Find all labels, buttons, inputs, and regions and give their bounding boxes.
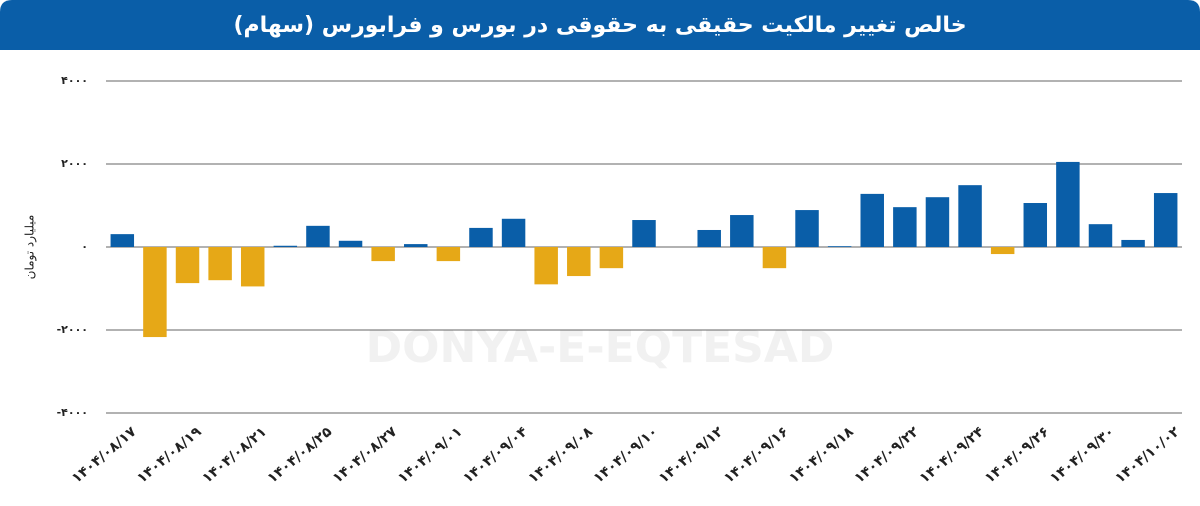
bar bbox=[436, 247, 461, 262]
bar bbox=[567, 247, 591, 277]
bar bbox=[762, 247, 787, 269]
bar bbox=[273, 245, 298, 247]
bar bbox=[175, 247, 200, 284]
bar bbox=[404, 244, 428, 247]
bar bbox=[599, 247, 624, 269]
bar bbox=[338, 240, 363, 247]
bar bbox=[1121, 239, 1145, 247]
bar bbox=[306, 225, 330, 247]
bar bbox=[827, 246, 852, 247]
chart-title: خالص تغییر مالکیت حقیقی به حقوقی در بورس… bbox=[233, 13, 966, 38]
bar bbox=[371, 247, 395, 262]
bar bbox=[958, 185, 982, 247]
y-tick-label: -۴۰۰۰ bbox=[57, 406, 88, 419]
bar bbox=[1088, 224, 1113, 247]
bar bbox=[501, 218, 526, 247]
bar bbox=[110, 234, 135, 247]
y-axis-label: میلیارد تومان bbox=[23, 215, 38, 280]
bar bbox=[632, 220, 656, 247]
bar bbox=[143, 247, 167, 338]
watermark: DONYA-E-EQTESAD bbox=[366, 322, 835, 373]
bar bbox=[534, 247, 558, 285]
bar bbox=[208, 247, 232, 281]
y-tick-label: ۲۰۰۰ bbox=[61, 157, 88, 170]
bar bbox=[1153, 193, 1178, 247]
header-bar bbox=[0, 0, 1200, 50]
y-tick-label: ۰ bbox=[81, 240, 88, 253]
bar bbox=[795, 210, 819, 247]
bar bbox=[990, 247, 1015, 255]
bar bbox=[1056, 161, 1080, 247]
bar bbox=[1023, 203, 1048, 247]
bar bbox=[893, 207, 917, 247]
bar bbox=[730, 215, 754, 247]
y-tick-label: -۲۰۰۰ bbox=[57, 323, 88, 336]
bar bbox=[860, 193, 884, 247]
bar bbox=[469, 227, 493, 247]
bar bbox=[697, 229, 721, 247]
bar bbox=[240, 247, 265, 287]
bar bbox=[925, 197, 950, 247]
y-tick-label: ۴۰۰۰ bbox=[61, 74, 88, 87]
